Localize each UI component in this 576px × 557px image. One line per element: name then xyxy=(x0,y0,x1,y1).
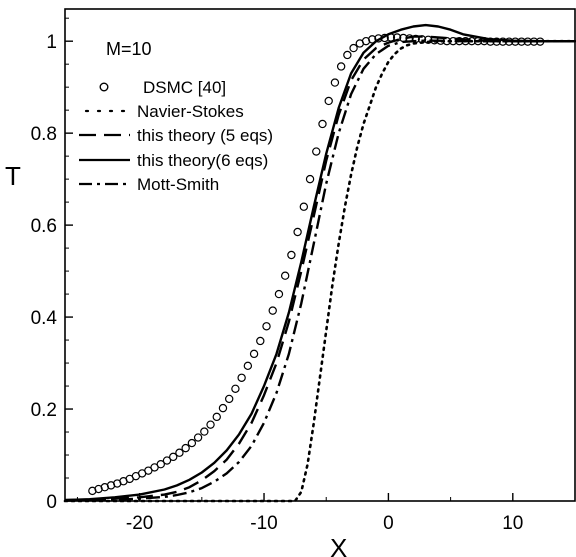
dsmc-point xyxy=(256,336,265,346)
x-axis-ticks: -20 -10 0 10 xyxy=(76,493,576,534)
legend-label: DSMC [40] xyxy=(143,78,226,97)
y-tick-label: 0.8 xyxy=(31,124,57,145)
dsmc-point xyxy=(169,452,178,462)
x-tick-label: 10 xyxy=(502,513,523,534)
dsmc-point xyxy=(206,420,215,429)
mach-annotation: M=10 xyxy=(106,39,152,59)
dsmc-point xyxy=(231,384,240,394)
dsmc-point xyxy=(268,306,277,315)
x-tick-label: 0 xyxy=(383,513,394,534)
series-layer xyxy=(63,23,576,503)
dsmc-point xyxy=(187,438,197,448)
x-tick-label: -20 xyxy=(126,513,153,534)
plot-frame xyxy=(64,8,576,502)
dsmc-point xyxy=(293,227,302,237)
dsmc-point xyxy=(193,433,203,442)
dsmc-point xyxy=(237,373,246,382)
series-line-navier-stokes xyxy=(63,39,576,503)
dsmc-point xyxy=(280,271,290,280)
dsmc-point xyxy=(200,427,209,436)
series-line-this-theory-5-eqs xyxy=(64,35,575,502)
legend-label: Mott-Smith xyxy=(137,175,219,194)
legend-label: this theory (5 eqs) xyxy=(137,126,273,145)
dsmc-point xyxy=(175,448,184,457)
dsmc-point xyxy=(212,412,221,422)
dsmc-point xyxy=(262,322,271,331)
x-tick-label: -10 xyxy=(250,513,277,534)
dsmc-point xyxy=(368,35,377,44)
dsmc-point xyxy=(218,403,228,413)
dsmc-point xyxy=(324,96,333,106)
y-axis-title: T xyxy=(5,161,21,191)
y-tick-label: 0 xyxy=(46,492,57,513)
dsmc-point xyxy=(349,43,358,53)
dsmc-point xyxy=(312,147,321,156)
y-tick-label: 0.6 xyxy=(31,216,57,237)
legend: DSMC [40] Navier-Stokes this theory (5 eqs… xyxy=(79,78,273,194)
y-tick-label: 0.4 xyxy=(31,308,58,329)
dsmc-point xyxy=(243,361,253,371)
dsmc-point xyxy=(156,460,165,469)
dsmc-point xyxy=(343,50,352,60)
y-axis-ticks: 0 0.2 0.4 0.6 0.8 1 xyxy=(31,17,73,513)
dsmc-point xyxy=(318,119,327,129)
x-axis-title: X xyxy=(330,533,347,557)
y-tick-label: 1 xyxy=(46,32,57,53)
dsmc-point xyxy=(249,349,259,359)
legend-marker xyxy=(99,82,109,92)
dsmc-point xyxy=(181,443,190,453)
dsmc-point xyxy=(162,456,172,465)
dsmc-point xyxy=(274,289,284,299)
dsmc-point xyxy=(287,250,296,260)
series-line-this-theory-6-eqs xyxy=(64,23,575,502)
y-tick-label: 0.2 xyxy=(31,400,57,421)
legend-label: this theory(6 eqs) xyxy=(137,151,268,170)
dsmc-point xyxy=(330,78,340,87)
dsmc-point xyxy=(224,394,234,404)
series-line-mott-smith xyxy=(64,39,575,502)
legend-label: Navier-Stokes xyxy=(137,102,244,121)
dsmc-point xyxy=(299,202,309,211)
dsmc-point xyxy=(336,62,346,71)
dsmc-point xyxy=(305,174,315,184)
